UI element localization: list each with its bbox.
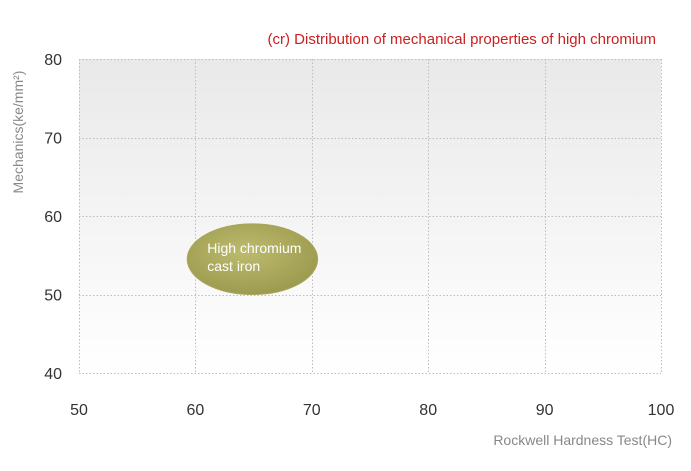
y-tick-label-3: 70 [44, 131, 62, 148]
x-axis-ticks: 50 60 70 80 90 100 [70, 402, 674, 419]
gridlines [79, 59, 662, 374]
x-tick-label-1: 60 [187, 402, 205, 419]
region-ellipse-0 [186, 223, 319, 295]
region-label-line-0: High chromium [207, 240, 301, 256]
x-tick-label-2: 70 [303, 402, 321, 419]
chart-title: (cr) Distribution of mechanical properti… [268, 31, 656, 48]
y-axis-ticks: 40 50 60 70 80 [44, 52, 62, 383]
x-tick-label-0: 50 [70, 402, 88, 419]
y-tick-label-0: 40 [44, 366, 62, 383]
data-regions: High chromium cast iron [186, 223, 319, 295]
y-tick-label-2: 60 [44, 209, 62, 226]
x-axis-label: Rockwell Hardness Test(HC) [493, 432, 672, 448]
y-tick-label-4: 80 [44, 52, 62, 69]
x-tick-label-5: 100 [648, 402, 675, 419]
region-label-line-1: cast iron [207, 258, 260, 274]
x-tick-label-4: 90 [536, 402, 554, 419]
x-tick-label-3: 80 [419, 402, 437, 419]
y-tick-label-1: 50 [44, 288, 62, 305]
y-axis-label: Mechanics(ke/mm²) [10, 71, 26, 194]
